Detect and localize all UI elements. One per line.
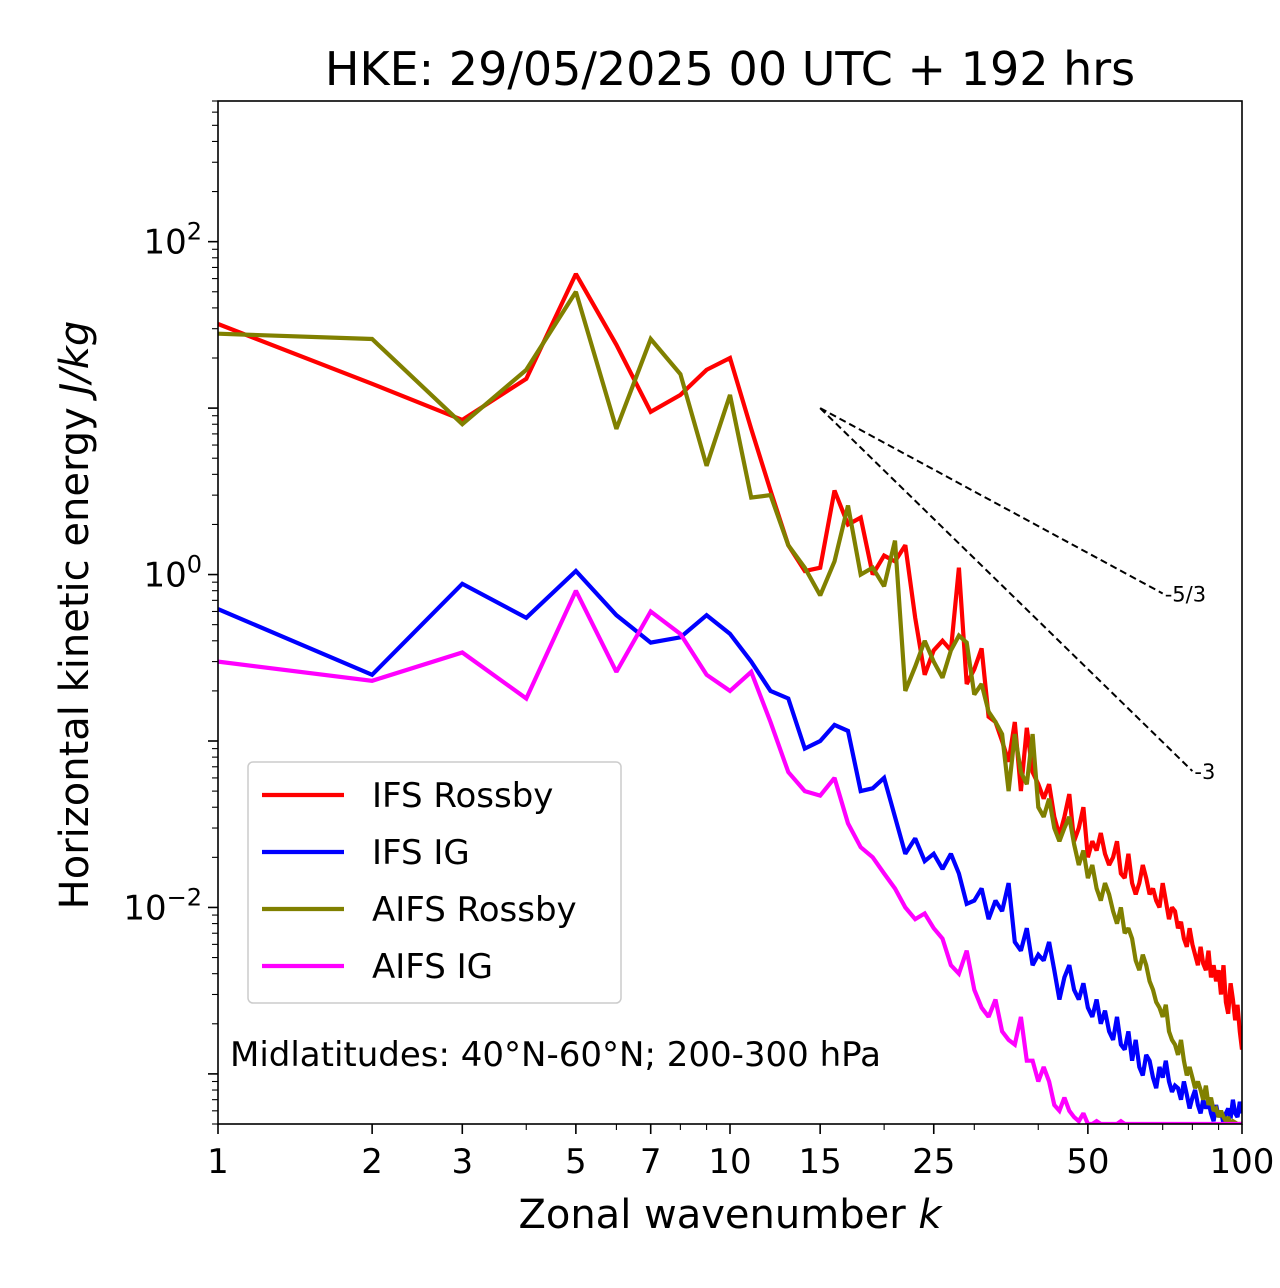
reference-slope-line-2 [819,407,1194,772]
region-annotation: Midlatitudes: 40°N-60°N; 200-300 hPa [230,1035,881,1075]
x-tick-label: 3 [451,1142,473,1182]
chart-title: HKE: 29/05/2025 00 UTC + 192 hrs [325,42,1135,96]
x-axis-label: Zonal wavenumber k [518,1192,943,1238]
x-tick-label: 5 [565,1142,587,1182]
legend-box [247,761,622,1004]
y-tick-label: 10−2 [123,883,202,928]
reference-slope-line-1 [819,407,1164,595]
reference-slope-label-1: -5/3 [1165,582,1206,606]
x-tick-label: 2 [361,1142,383,1182]
y-axis-label: Horizontal kinetic energy J/kg [52,321,98,910]
x-tick-label: 25 [912,1142,955,1182]
svg-text:Horizontal kinetic energy J/kg: Horizontal kinetic energy J/kg [52,321,98,910]
reference-slopes: -5/3 -3 [819,407,1215,784]
x-tick-label: 7 [640,1142,662,1182]
x-tick-label: 1 [207,1142,229,1182]
series-line-ifs-ig [218,568,1242,1124]
x-axis-label-text: Zonal wavenumber [518,1192,906,1238]
legend-label-ifs-rossby: IFS Rossby [372,776,553,816]
series-line-aifs-ig [218,589,1242,1124]
y-tick-label: 100 [143,551,202,596]
x-tick-label: 15 [799,1142,842,1182]
y-axis-label-unit: J/kg [52,321,98,402]
y-axis-label-text: Horizontal kinetic energy [52,407,98,909]
series-line-ifs-rossby [218,272,1242,1050]
x-tick-label: 10 [708,1142,751,1182]
x-tick-label: 100 [1210,1142,1275,1182]
x-tick-label: 50 [1066,1142,1109,1182]
legend-label-aifs-ig: AIFS IG [372,947,493,987]
legend: IFS Rossby IFS IG AIFS Rossby AIFS IG [247,761,622,1004]
x-axis-label-var: k [918,1192,943,1238]
legend-label-aifs-rossby: AIFS Rossby [372,890,577,930]
reference-slope-label-2: -3 [1194,760,1215,784]
legend-label-ifs-ig: IFS IG [372,833,470,873]
y-tick-label: 102 [143,218,202,263]
axis-ticks: 1 2 3 5 7 10 15 25 50 100 10−2 100 102 [123,100,1275,1182]
series-line-aifs-rossby [218,290,1242,1124]
plot-frame [217,100,1243,1125]
plot-lines [218,272,1242,1124]
